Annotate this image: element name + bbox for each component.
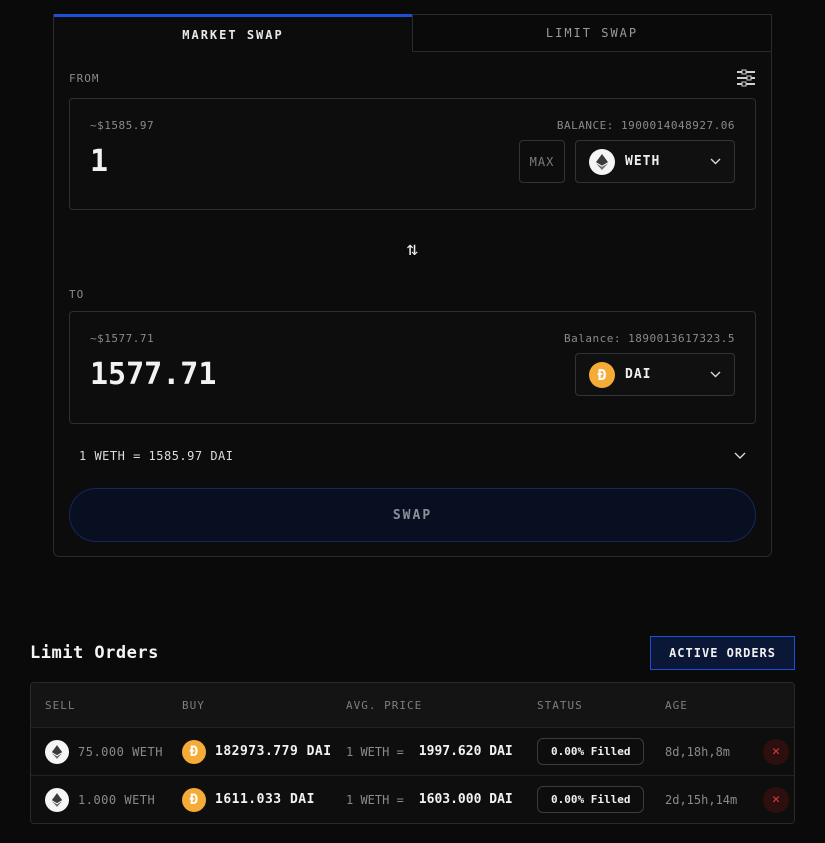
- to-label: TO: [69, 288, 85, 301]
- to-usd-value: ~$1577.71: [90, 332, 155, 345]
- exchange-rate: 1 WETH = 1585.97 DAI: [79, 449, 234, 463]
- from-token-select[interactable]: WETH: [575, 140, 735, 183]
- from-token-name: WETH: [625, 154, 661, 169]
- swap-direction-icon[interactable]: ⇅: [406, 237, 419, 260]
- cancel-order-button[interactable]: ✕: [763, 738, 789, 765]
- column-age: AGE: [665, 698, 688, 712]
- from-usd-value: ~$1585.97: [90, 119, 155, 132]
- weth-icon: [45, 787, 69, 812]
- column-buy: BUY: [182, 698, 205, 712]
- to-balance: Balance: 1890013617323.5: [564, 332, 735, 345]
- max-button[interactable]: MAX: [519, 140, 565, 183]
- swap-card: MARKET SWAP LIMIT SWAP FROM: [53, 14, 772, 557]
- settings-sliders-icon[interactable]: [736, 69, 756, 87]
- price-prefix: 1 WETH =: [346, 744, 404, 759]
- tab-limit-swap-label: LIMIT SWAP: [545, 26, 639, 40]
- orders-table: SELL BUY AVG. PRICE STATUS AGE 75.000 WE…: [30, 682, 795, 824]
- status-badge[interactable]: 0.00% Filled: [537, 786, 645, 813]
- from-label: FROM: [69, 71, 100, 85]
- order-row: 75.000 WETH Ð 182973.779 DAI 1 WETH = 19…: [31, 727, 794, 775]
- limit-orders-title: Limit Orders: [30, 643, 159, 663]
- buy-amount: 1611.033 DAI: [215, 792, 315, 807]
- order-age: 8d,18h,8m: [665, 744, 731, 759]
- orders-table-header: SELL BUY AVG. PRICE STATUS AGE: [31, 683, 794, 727]
- tab-limit-swap[interactable]: LIMIT SWAP: [412, 14, 771, 52]
- to-token-select[interactable]: Ð DAI: [575, 353, 735, 396]
- from-amount-input[interactable]: [90, 144, 390, 179]
- limit-orders-section: Limit Orders ACTIVE ORDERS SELL BUY AVG.…: [30, 636, 795, 824]
- to-amount-input[interactable]: [90, 357, 390, 392]
- to-token-box: ~$1577.71 Balance: 1890013617323.5 Ð DAI: [69, 311, 756, 424]
- price-value: 1997.620 DAI: [418, 744, 513, 759]
- status-badge[interactable]: 0.00% Filled: [537, 738, 645, 765]
- column-avg-price: AVG. PRICE: [346, 698, 423, 712]
- chevron-down-icon: [734, 452, 746, 460]
- close-icon: ✕: [772, 744, 780, 759]
- chevron-down-icon: [710, 158, 721, 165]
- swap-button[interactable]: SWAP: [69, 488, 756, 542]
- order-age: 2d,15h,14m: [665, 792, 738, 807]
- cancel-order-button[interactable]: ✕: [763, 786, 789, 813]
- buy-amount: 182973.779 DAI: [215, 744, 332, 759]
- sell-amount: 1.000 WETH: [78, 792, 156, 807]
- to-token-name: DAI: [625, 367, 652, 382]
- sell-amount: 75.000 WETH: [78, 744, 163, 759]
- rate-details-row[interactable]: 1 WETH = 1585.97 DAI: [69, 448, 756, 464]
- from-balance: BALANCE: 1900014048927.06: [556, 119, 735, 132]
- close-icon: ✕: [772, 792, 780, 807]
- from-token-box: ~$1585.97 BALANCE: 1900014048927.06 MAX: [69, 98, 756, 210]
- order-row: 1.000 WETH Ð 1611.033 DAI 1 WETH = 1603.…: [31, 775, 794, 823]
- swap-tabs: MARKET SWAP LIMIT SWAP: [54, 14, 771, 52]
- price-value: 1603.000 DAI: [418, 792, 513, 807]
- dai-icon: Ð: [182, 787, 206, 812]
- weth-icon: [45, 739, 69, 764]
- tab-market-swap-label: MARKET SWAP: [182, 27, 284, 42]
- column-sell: SELL: [45, 698, 76, 712]
- tab-market-swap[interactable]: MARKET SWAP: [54, 14, 412, 52]
- price-prefix: 1 WETH =: [346, 792, 404, 807]
- active-orders-button[interactable]: ACTIVE ORDERS: [650, 636, 795, 670]
- dai-icon: Ð: [182, 739, 206, 764]
- weth-icon: [589, 148, 615, 175]
- column-status: STATUS: [537, 698, 583, 712]
- dai-icon: Ð: [589, 361, 615, 388]
- chevron-down-icon: [710, 371, 721, 378]
